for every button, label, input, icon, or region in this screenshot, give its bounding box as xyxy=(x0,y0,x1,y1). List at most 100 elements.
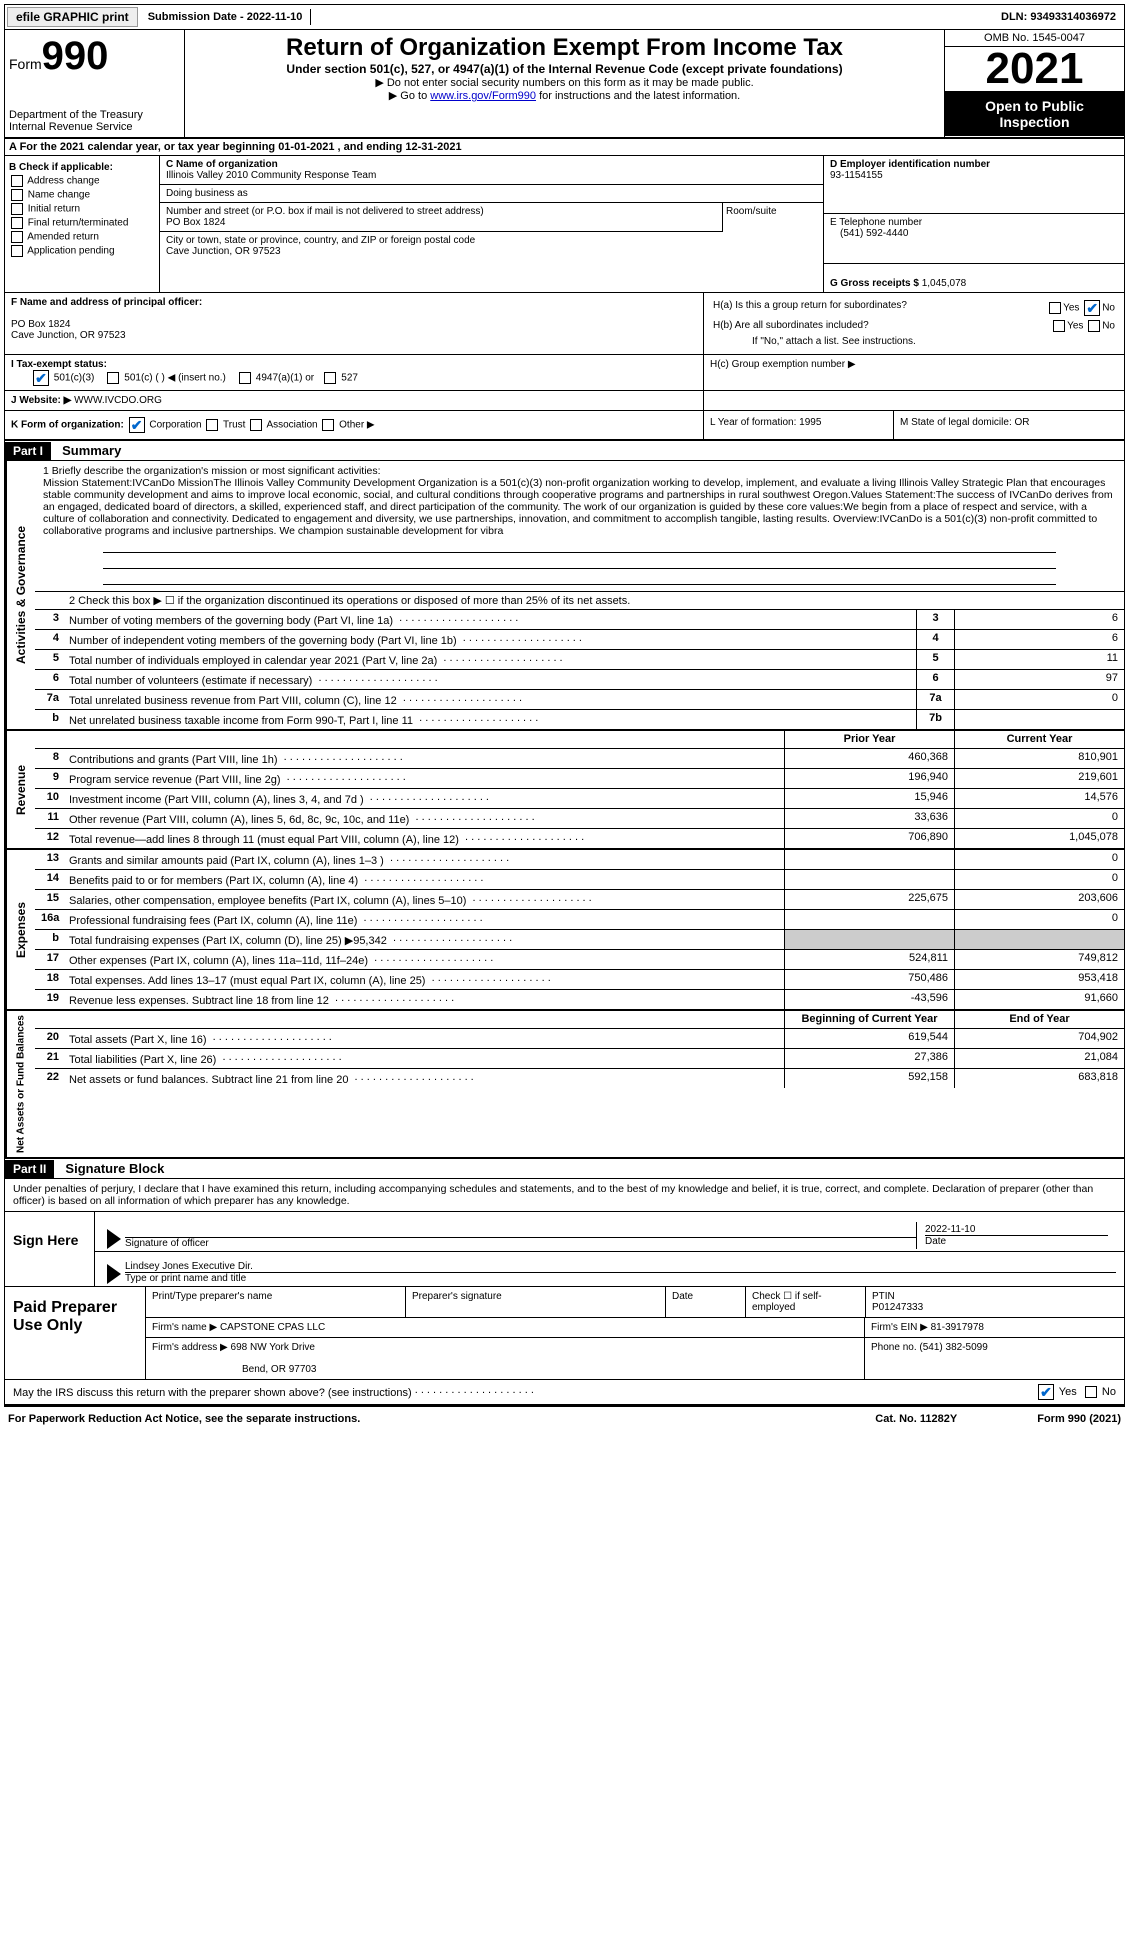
checkbox-other[interactable] xyxy=(322,419,334,431)
dln: DLN: 93493314036972 xyxy=(993,9,1124,25)
checkbox-name-change[interactable] xyxy=(11,189,23,201)
sign-here-label: Sign Here xyxy=(5,1212,95,1286)
prep-name-hdr: Print/Type preparer's name xyxy=(145,1287,405,1317)
checkbox-discuss-yes[interactable] xyxy=(1038,1384,1054,1400)
table-row: 18Total expenses. Add lines 13–17 (must … xyxy=(35,970,1124,990)
firm-ein: Firm's EIN ▶ 81-3917978 xyxy=(864,1318,1124,1337)
checkbox-assoc[interactable] xyxy=(250,419,262,431)
irs-link[interactable]: www.irs.gov/Form990 xyxy=(430,90,536,102)
table-row: 22Net assets or fund balances. Subtract … xyxy=(35,1069,1124,1088)
side-label-revenue: Revenue xyxy=(5,731,35,848)
table-row: 5Total number of individuals employed in… xyxy=(35,650,1124,670)
mission-block: 1 Briefly describe the organization's mi… xyxy=(35,461,1124,592)
part1-title: Summary xyxy=(54,441,129,460)
dept-label: Department of the Treasury Internal Reve… xyxy=(9,109,180,133)
table-row: bTotal fundraising expenses (Part IX, co… xyxy=(35,930,1124,950)
discuss-row: May the IRS discuss this return with the… xyxy=(5,1379,1124,1406)
prep-sig-hdr: Preparer's signature xyxy=(405,1287,665,1317)
table-row: 3Number of voting members of the governi… xyxy=(35,610,1124,630)
hdr-beginning: Beginning of Current Year xyxy=(784,1011,954,1028)
checkbox-501c3[interactable] xyxy=(33,370,49,386)
gross-receipts-cell: G Gross receipts $ 1,045,078 xyxy=(824,264,1124,292)
checkbox-address-change[interactable] xyxy=(11,175,23,187)
prep-ptin: PTINP01247333 xyxy=(865,1287,1124,1317)
header-note-2: ▶ Go to www.irs.gov/Form990 for instruct… xyxy=(189,89,940,102)
row-l-year: L Year of formation: 1995 xyxy=(704,411,894,439)
checkbox-corp[interactable] xyxy=(129,417,145,433)
checkbox-application[interactable] xyxy=(11,245,23,257)
checkbox-final-return[interactable] xyxy=(11,217,23,229)
sig-officer-label: Signature of officer xyxy=(125,1237,916,1249)
table-row: 14Benefits paid to or for members (Part … xyxy=(35,870,1124,890)
row-m-state: M State of legal domicile: OR xyxy=(894,411,1124,439)
side-label-net: Net Assets or Fund Balances xyxy=(5,1011,35,1157)
phone-cell: E Telephone number (541) 592-4440 xyxy=(824,214,1124,264)
table-row: 16aProfessional fundraising fees (Part I… xyxy=(35,910,1124,930)
sig-name-label: Type or print name and title xyxy=(125,1272,1116,1284)
form-number: Form990 xyxy=(9,34,180,79)
checkbox-amended[interactable] xyxy=(11,231,23,243)
firm-phone: Phone no. (541) 382-5099 xyxy=(864,1338,1124,1379)
prep-selfemp: Check ☐ if self-employed xyxy=(745,1287,865,1317)
part1-header: Part I xyxy=(5,442,51,460)
table-row: bNet unrelated business taxable income f… xyxy=(35,710,1124,729)
table-row: 21Total liabilities (Part X, line 26) 27… xyxy=(35,1049,1124,1069)
row-a-tax-year: A For the 2021 calendar year, or tax yea… xyxy=(5,139,1124,156)
checkbox-hb-yes[interactable] xyxy=(1053,320,1065,332)
address-cell: Number and street (or P.O. box if mail i… xyxy=(160,203,723,232)
dba-cell: Doing business as xyxy=(160,185,823,203)
prep-date-hdr: Date xyxy=(665,1287,745,1317)
paid-preparer-label: Paid Preparer Use Only xyxy=(5,1287,145,1379)
side-label-governance: Activities & Governance xyxy=(5,461,35,729)
form-subtitle: Under section 501(c), 527, or 4947(a)(1)… xyxy=(189,62,940,76)
line-2: 2 Check this box ▶ ☐ if the organization… xyxy=(65,592,1124,609)
footer-mid: Cat. No. 11282Y xyxy=(875,1413,957,1425)
form-title: Return of Organization Exempt From Incom… xyxy=(189,34,940,62)
table-row: 17Other expenses (Part IX, column (A), l… xyxy=(35,950,1124,970)
header-note-1: ▶ Do not enter social security numbers o… xyxy=(189,76,940,89)
city-cell: City or town, state or province, country… xyxy=(160,232,823,292)
ein-cell: D Employer identification number 93-1154… xyxy=(824,156,1124,214)
table-row: 12Total revenue—add lines 8 through 11 (… xyxy=(35,829,1124,848)
table-row: 13Grants and similar amounts paid (Part … xyxy=(35,850,1124,870)
firm-address: Firm's address ▶ 698 NW York DriveBend, … xyxy=(145,1338,864,1379)
checkbox-501c[interactable] xyxy=(107,372,119,384)
open-inspection: Open to Public Inspection xyxy=(945,92,1124,136)
part2-header: Part II xyxy=(5,1160,54,1178)
checkbox-ha-yes[interactable] xyxy=(1049,302,1061,314)
submission-date: Submission Date - 2022-11-10 xyxy=(140,9,312,25)
row-k-form-org: K Form of organization: Corporation Trus… xyxy=(5,411,704,439)
col-b-checkboxes: B Check if applicable: Address change Na… xyxy=(5,156,160,292)
table-row: 8Contributions and grants (Part VIII, li… xyxy=(35,749,1124,769)
sig-declaration: Under penalties of perjury, I declare th… xyxy=(5,1179,1124,1212)
checkbox-initial-return[interactable] xyxy=(11,203,23,215)
col-f-officer: F Name and address of principal officer:… xyxy=(5,293,704,354)
row-hc: H(c) Group exemption number ▶ xyxy=(704,355,1124,390)
table-row: 4Number of independent voting members of… xyxy=(35,630,1124,650)
footer-left: For Paperwork Reduction Act Notice, see … xyxy=(8,1413,360,1425)
row-i-tax-status: I Tax-exempt status: 501(c)(3) 501(c) ( … xyxy=(5,355,704,390)
suite-cell: Room/suite xyxy=(723,203,823,232)
checkbox-trust[interactable] xyxy=(206,419,218,431)
checkbox-discuss-no[interactable] xyxy=(1085,1386,1097,1398)
arrow-icon xyxy=(107,1229,121,1249)
form-header: Form990 Department of the Treasury Inter… xyxy=(5,30,1124,139)
side-label-expenses: Expenses xyxy=(5,850,35,1009)
table-row: 10Investment income (Part VIII, column (… xyxy=(35,789,1124,809)
footer-right: Form 990 (2021) xyxy=(1037,1413,1121,1425)
checkbox-4947[interactable] xyxy=(239,372,251,384)
table-row: 15Salaries, other compensation, employee… xyxy=(35,890,1124,910)
table-row: 11Other revenue (Part VIII, column (A), … xyxy=(35,809,1124,829)
checkbox-hb-no[interactable] xyxy=(1088,320,1100,332)
checkbox-ha-no[interactable] xyxy=(1084,300,1100,316)
efile-print-button[interactable]: efile GRAPHIC print xyxy=(7,7,138,27)
sig-date-label: Date xyxy=(925,1235,1108,1247)
top-bar: efile GRAPHIC print Submission Date - 20… xyxy=(5,5,1124,30)
table-row: 19Revenue less expenses. Subtract line 1… xyxy=(35,990,1124,1009)
checkbox-527[interactable] xyxy=(324,372,336,384)
firm-name: Firm's name ▶ CAPSTONE CPAS LLC xyxy=(145,1318,864,1337)
org-name-cell: C Name of organization Illinois Valley 2… xyxy=(160,156,823,185)
table-row: 7aTotal unrelated business revenue from … xyxy=(35,690,1124,710)
table-row: 9Program service revenue (Part VIII, lin… xyxy=(35,769,1124,789)
table-row: 20Total assets (Part X, line 16) 619,544… xyxy=(35,1029,1124,1049)
